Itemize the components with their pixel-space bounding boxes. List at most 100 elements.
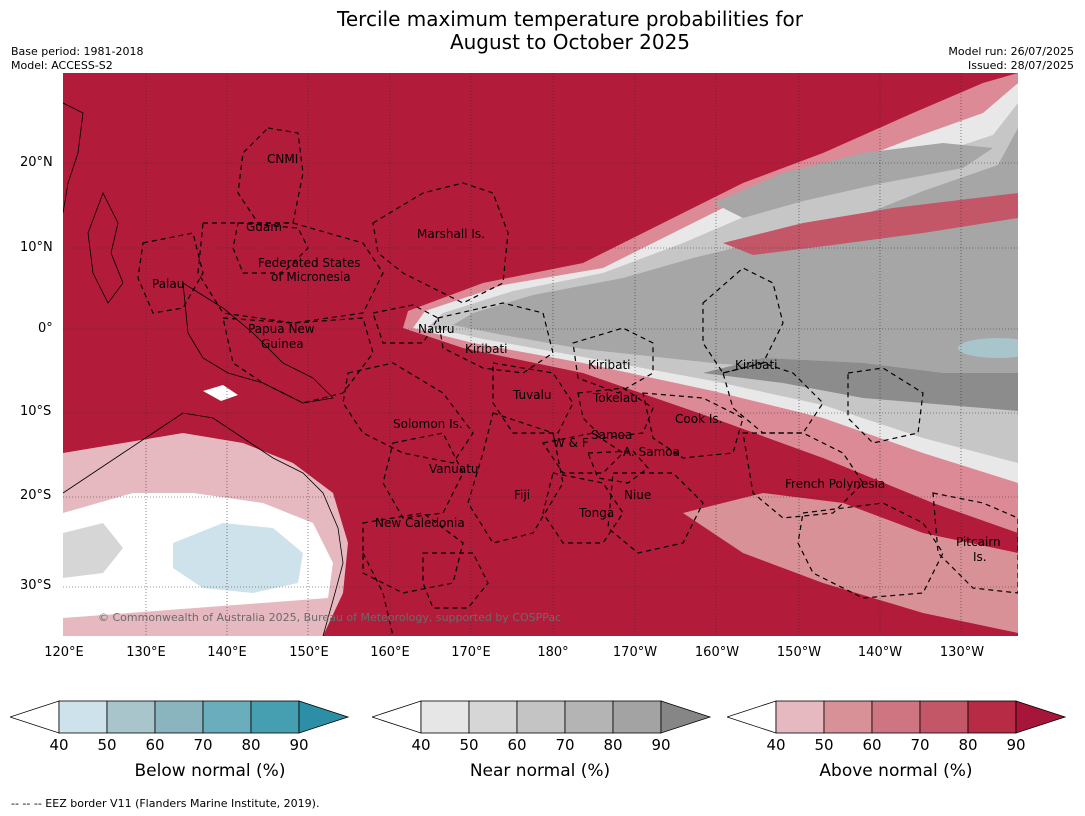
cbar-above-tick-60: 60 xyxy=(862,736,882,754)
colorbar-below-normal xyxy=(10,700,350,734)
meta-left: Base period: 1981-2018 Model: ACCESS-S2 xyxy=(11,45,143,73)
cbar-near-tick-40: 40 xyxy=(411,736,431,754)
map-panel: CNMI Guam Marshall Is. Federated States … xyxy=(63,73,1018,636)
cbar-above-tick-40: 40 xyxy=(766,736,786,754)
cbar-near-tick-70: 70 xyxy=(555,736,575,754)
label-fsm-2: of Micronesia xyxy=(271,270,351,284)
australia-near-normal xyxy=(63,523,123,578)
colorbar-cell xyxy=(967,700,1017,734)
colorbar-above-max-arrow xyxy=(1015,700,1067,734)
label-fiji: Fiji xyxy=(514,488,530,502)
label-tuvalu: Tuvalu xyxy=(512,388,552,402)
colorbar-cell xyxy=(250,700,300,734)
lat-tick-10s: 10°S xyxy=(20,404,52,419)
lat-tick-20n: 20°N xyxy=(20,155,53,170)
philippines-coastline xyxy=(87,192,124,304)
cbar-near-tick-90: 90 xyxy=(651,736,671,754)
label-wallis-futuna: W & F xyxy=(553,436,589,450)
cbar-above-tick-80: 80 xyxy=(958,736,978,754)
label-pitcairn-1: Pitcairn xyxy=(956,535,1001,549)
png-coastline xyxy=(182,282,334,404)
cbar-below-tick-50: 50 xyxy=(97,736,117,754)
cbar-above-tick-50: 50 xyxy=(814,736,834,754)
graticule xyxy=(63,73,1018,636)
colorbar-above-min-arrow xyxy=(727,700,777,734)
label-kiribati-central: Kiribati xyxy=(588,358,630,372)
colorbar-cell xyxy=(202,700,252,734)
lon-tick-160e: 160°E xyxy=(370,645,410,660)
lon-tick-140w: 140°W xyxy=(857,645,903,660)
cbar-above-tick-90: 90 xyxy=(1006,736,1026,754)
timor-island xyxy=(203,385,238,401)
colorbar-cell xyxy=(106,700,156,734)
australia-coastline xyxy=(63,412,344,636)
cbar-above-tick-70: 70 xyxy=(910,736,930,754)
colorbar-cell xyxy=(516,700,566,734)
label-vanuatu: Vanuatu xyxy=(429,462,479,476)
cbar-near-tick-60: 60 xyxy=(507,736,527,754)
lat-tick-30s: 30°S xyxy=(20,578,52,593)
lon-tick-170e: 170°E xyxy=(451,645,491,660)
australia-below-normal xyxy=(173,523,303,593)
colorbar-cell xyxy=(468,700,518,734)
colorbar-near-max-arrow xyxy=(660,700,712,734)
label-tonga: Tonga xyxy=(578,506,614,520)
lat-tick-10n: 10°N xyxy=(20,240,53,255)
chart-title: Tercile maximum temperature probabilitie… xyxy=(0,8,1085,54)
label-french-polynesia: French Polynesia xyxy=(785,477,885,491)
cbar-below-tick-60: 60 xyxy=(145,736,165,754)
lon-tick-140e: 140°E xyxy=(207,645,247,660)
colorbar-below-min-arrow xyxy=(10,700,60,734)
label-fsm-1: Federated States xyxy=(258,256,360,270)
colorbar-cell xyxy=(58,700,108,734)
cbar-below-tick-40: 40 xyxy=(49,736,69,754)
colorbar-cell xyxy=(420,700,470,734)
colorbar-below-max-arrow xyxy=(298,700,350,734)
base-period: Base period: 1981-2018 xyxy=(11,45,144,58)
eez-footnote: -- -- -- EEZ border V11 (Flanders Marine… xyxy=(11,797,320,810)
label-png-1: Papua New xyxy=(248,322,315,336)
lon-tick-170w: 170°W xyxy=(612,645,658,660)
label-american-samoa: A. Samoa xyxy=(623,445,680,459)
label-guam: Guam xyxy=(246,220,282,234)
lon-tick-180: 180° xyxy=(537,645,569,660)
near-normal-region-core xyxy=(453,128,1018,393)
colorbar-near-cells xyxy=(420,700,662,734)
model-run: Model run: 26/07/2025 xyxy=(948,45,1074,58)
colorbar-cell xyxy=(919,700,969,734)
lon-tick-130e: 130°E xyxy=(126,645,166,660)
meta-right: Model run: 26/07/2025 Issued: 28/07/2025 xyxy=(948,45,1074,73)
lat-tick-20s: 20°S xyxy=(20,488,52,503)
issued-date: Issued: 28/07/2025 xyxy=(967,59,1074,72)
above-normal-stripe xyxy=(723,193,1018,255)
colorbar-cell xyxy=(871,700,921,734)
colorbar-near-min-arrow xyxy=(372,700,422,734)
colorbar-cell xyxy=(612,700,662,734)
label-kiribati-west: Kiribati xyxy=(465,342,507,356)
label-new-caledonia: New Caledonia xyxy=(375,516,465,530)
label-pitcairn-2: Is. xyxy=(973,550,987,564)
label-cook: Cook Is. xyxy=(675,412,722,426)
colorbar-cell xyxy=(775,700,825,734)
colorbar-below-cells xyxy=(58,700,300,734)
cbar-below-tick-90: 90 xyxy=(289,736,309,754)
lon-tick-120e: 120°E xyxy=(44,645,84,660)
below-normal-patch-east xyxy=(958,338,1018,358)
asia-coastline xyxy=(63,102,84,214)
label-marshall: Marshall Is. xyxy=(417,227,485,241)
colorbar-near-normal xyxy=(372,700,712,734)
title-line-2: August to October 2025 xyxy=(449,30,691,54)
eez-borders xyxy=(137,127,1018,636)
title-line-1: Tercile maximum temperature probabilitie… xyxy=(337,7,803,31)
label-png-2: Guinea xyxy=(261,337,304,351)
colorbar-cell xyxy=(823,700,873,734)
colorbar-cell xyxy=(154,700,204,734)
label-nauru: Nauru xyxy=(418,322,454,336)
near-normal-north-band xyxy=(713,143,993,218)
cbar-below-tick-70: 70 xyxy=(193,736,213,754)
colorbar-above-cells xyxy=(775,700,1017,734)
label-kiribati-east: Kiribati xyxy=(735,358,777,372)
colorbar-below-label: Below normal (%) xyxy=(134,761,286,781)
label-palau: Palau xyxy=(152,277,184,291)
label-solomon: Solomon Is. xyxy=(393,417,463,431)
